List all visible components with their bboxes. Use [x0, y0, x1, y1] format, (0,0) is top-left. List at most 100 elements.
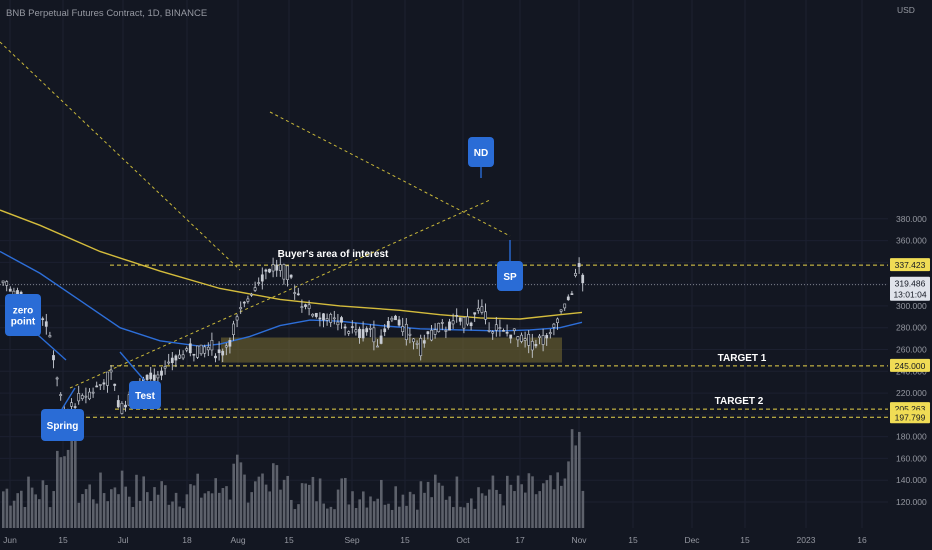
level-badge	[890, 258, 930, 272]
volume-bar	[369, 496, 372, 528]
price-axis[interactable]: 120.000140.000160.000180.000200.000220.0…	[890, 214, 930, 507]
candle-body	[379, 335, 383, 344]
volume-bar	[200, 497, 203, 528]
volume-bar	[286, 475, 289, 528]
volume-bar	[336, 489, 340, 528]
candle-body	[188, 343, 192, 354]
candle-body	[286, 265, 289, 280]
volume-bar	[326, 508, 329, 528]
candle-body	[268, 268, 271, 273]
volume-bar	[477, 487, 480, 528]
volume-bar	[462, 507, 466, 528]
candle-body	[41, 318, 45, 320]
candle-body	[538, 335, 541, 338]
time-axis[interactable]: Jun 15 Jul 18 Aug 15 Sep 15 Oct 17 Nov 15 Dec 15 2023 1…	[3, 535, 867, 545]
candle-body	[260, 274, 264, 282]
volume-bar	[502, 505, 505, 528]
callout-sp: SP	[497, 240, 523, 291]
candle-body	[52, 355, 55, 361]
price-tick-label: 260.000	[896, 344, 927, 354]
candle-body	[289, 274, 293, 278]
candle-body	[404, 323, 408, 340]
price-tick-label: 160.000	[896, 453, 927, 463]
candle-body	[196, 345, 199, 358]
volume-bar	[412, 494, 415, 528]
volume-bar	[88, 484, 91, 528]
volume-bar	[20, 490, 23, 528]
candle-body	[462, 317, 466, 329]
candle-body	[556, 318, 559, 324]
candle-body	[448, 321, 451, 331]
candle-body	[181, 354, 185, 359]
volume-bar	[117, 494, 120, 528]
candle-body	[581, 274, 585, 284]
trend-lines	[0, 41, 511, 389]
volume-bar	[250, 492, 253, 528]
candle-body	[278, 264, 282, 271]
trendline-down-1	[0, 41, 241, 271]
candle-body	[552, 323, 556, 328]
candle-body	[408, 333, 412, 336]
volume-bar	[506, 475, 509, 528]
candle-body	[206, 346, 210, 351]
candle-body	[509, 334, 513, 339]
volume-bar	[232, 463, 235, 528]
volume-bar	[110, 489, 113, 528]
volume-bar	[146, 492, 149, 528]
ma-yellow	[0, 209, 583, 320]
volume-bar	[560, 485, 563, 528]
volume-bar	[9, 505, 12, 528]
candle-body	[322, 313, 325, 321]
volume-bar	[196, 473, 199, 528]
candle-body	[307, 304, 311, 309]
volume-bar	[207, 491, 210, 528]
target-2-label: TARGET 2	[715, 396, 764, 407]
candle-body	[534, 344, 538, 347]
volume-bar	[27, 476, 30, 528]
volume-bar	[192, 485, 196, 528]
volume-bar	[149, 501, 153, 528]
volume-bar	[2, 491, 5, 528]
volume-bar	[131, 506, 135, 528]
volume-bar	[268, 491, 271, 528]
candle-body	[91, 391, 95, 394]
volume-bar	[189, 484, 192, 528]
candle-body	[365, 328, 369, 333]
candle-body	[516, 336, 520, 341]
volume-bar	[318, 478, 322, 528]
volume-bar	[441, 485, 444, 528]
time-tick-label: 15	[740, 535, 750, 545]
volume-bar	[448, 496, 451, 528]
price-tick-label: 220.000	[896, 388, 927, 398]
volume-bar	[398, 506, 401, 528]
volume-bar	[174, 492, 178, 528]
volume-bar	[135, 474, 138, 528]
volume-bar	[480, 493, 484, 528]
candle-body	[343, 326, 347, 329]
candle-body	[426, 331, 430, 335]
candle-body	[487, 330, 491, 332]
callout-zero-point-box	[5, 294, 41, 336]
candle-body	[1, 280, 5, 284]
candles	[1, 257, 585, 416]
candle-body	[401, 326, 405, 333]
volume-bar	[358, 499, 361, 528]
volume-bar	[304, 483, 307, 528]
volume-bar	[329, 506, 333, 528]
volume-bar	[48, 507, 52, 528]
price-levels: TARGET 1 TARGET 2	[0, 264, 888, 418]
callout-zero-point-pointer	[37, 334, 67, 361]
candle-body	[80, 395, 84, 399]
volume-bar	[5, 488, 9, 528]
countdown-label: 13:01:04	[893, 290, 926, 300]
current-price-label: 319.486	[895, 279, 926, 289]
volume-bar	[293, 509, 297, 528]
volume-histogram	[2, 429, 585, 528]
volume-bar	[92, 499, 95, 528]
candle-body	[102, 382, 106, 385]
volume-bar	[160, 481, 163, 528]
candle-body	[430, 329, 433, 341]
candle-body	[347, 331, 351, 334]
